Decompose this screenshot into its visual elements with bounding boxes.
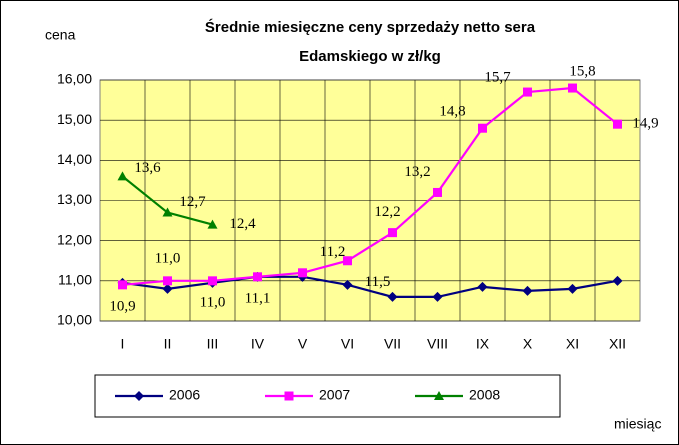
data-point	[163, 276, 172, 286]
y-tick-label: 14,00	[57, 151, 92, 167]
series-line	[122, 275, 618, 298]
x-tick-label: IX	[476, 336, 490, 352]
x-axis-label: miesiąc	[614, 416, 661, 432]
x-tick-label: III	[207, 336, 219, 352]
y-tick-label: 11,00	[58, 272, 92, 288]
data-label: 14,8	[439, 104, 465, 120]
data-point	[298, 268, 307, 278]
data-point	[523, 87, 532, 97]
data-point	[118, 280, 127, 290]
data-label: 11,0	[200, 294, 226, 310]
data-label: 13,2	[404, 164, 430, 180]
data-label: 12,7	[179, 194, 206, 210]
x-tick-label: VII	[384, 336, 401, 352]
legend-marker	[284, 391, 294, 401]
x-tick-label: I	[121, 336, 125, 352]
x-tick-label: II	[164, 336, 172, 352]
data-point	[207, 219, 218, 229]
y-tick-label: 10,00	[57, 312, 92, 328]
legend-label: 2006	[169, 387, 200, 403]
data-label: 11,0	[155, 250, 181, 266]
data-point	[433, 187, 442, 197]
x-tick-label: X	[523, 336, 533, 352]
data-point	[478, 123, 487, 133]
data-point	[388, 228, 397, 238]
data-point	[432, 291, 443, 302]
legend-marker	[434, 391, 444, 400]
data-point	[208, 276, 217, 286]
data-label: 10,9	[109, 298, 135, 314]
x-tick-label: VIII	[427, 336, 448, 352]
y-tick-label: 16,00	[57, 71, 92, 87]
data-point	[253, 272, 262, 282]
data-point	[162, 283, 173, 294]
legend-label: 2008	[469, 387, 500, 403]
y-tick-label: 13,00	[57, 191, 92, 207]
x-tick-label: VI	[341, 336, 354, 352]
chart-title: Edamskiego w zł/kg	[299, 48, 441, 65]
data-label: 11,1	[245, 290, 271, 306]
legend-label: 2007	[319, 387, 350, 403]
data-label: 11,5	[365, 274, 391, 290]
chart-title: Średnie miesięczne ceny sprzedaży netto …	[205, 18, 536, 36]
x-tick-label: V	[298, 336, 308, 352]
legend	[94, 374, 561, 418]
data-point	[477, 281, 488, 292]
data-point	[342, 279, 353, 290]
data-label: 14,9	[632, 116, 658, 132]
data-point	[117, 171, 128, 181]
data-point	[343, 256, 352, 266]
data-label: 15,7	[484, 69, 511, 85]
data-point	[162, 207, 173, 217]
x-tick-label: XII	[609, 336, 626, 352]
x-tick-label: IV	[251, 336, 265, 352]
data-point	[522, 285, 533, 296]
data-point	[567, 283, 578, 294]
y-axis-label: cena	[45, 27, 76, 43]
legend-marker	[134, 391, 144, 401]
series-line	[122, 86, 619, 286]
data-point	[568, 83, 577, 93]
y-tick-label: 12,00	[57, 231, 92, 247]
data-point	[387, 291, 398, 302]
data-point	[612, 275, 623, 286]
x-tick-label: XI	[566, 336, 579, 352]
data-label: 12,4	[229, 216, 256, 232]
data-label: 12,2	[374, 204, 400, 220]
data-point	[613, 119, 622, 129]
data-label: 15,8	[569, 63, 595, 79]
y-tick-label: 15,00	[57, 111, 92, 127]
data-label: 13,6	[134, 160, 161, 176]
data-label: 11,2	[320, 244, 346, 260]
